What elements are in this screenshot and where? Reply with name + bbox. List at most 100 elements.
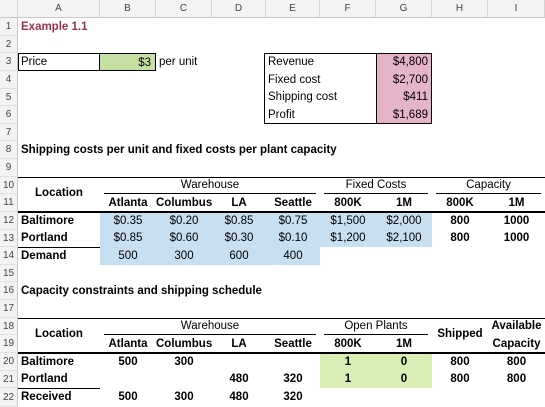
section1-col-la[interactable]: LA [231, 197, 247, 209]
section2-col-seattle[interactable]: Seattle [274, 338, 312, 350]
profit-value[interactable]: $1,689 [392, 109, 428, 121]
section1-warehouse-header[interactable]: Warehouse [180, 179, 240, 191]
row-header-7[interactable]: 7 [0, 124, 18, 141]
available-baltimore[interactable]: 800 [506, 356, 527, 368]
section1-title[interactable]: Shipping costs per unit and fixed costs … [21, 144, 337, 156]
section1-col-cap-800k[interactable]: 800K [446, 197, 474, 209]
column-header-e[interactable]: E [266, 0, 320, 17]
column-header-g[interactable]: G [376, 0, 432, 17]
section1-col-seattle[interactable]: Seattle [274, 197, 312, 209]
schedule-baltimore-la[interactable] [212, 354, 266, 370]
row-header-1[interactable]: 1 [0, 18, 18, 36]
section1-baltimore-fixed-1m[interactable]: $2,000 [386, 215, 422, 227]
section1-col-fixed-800k[interactable]: 800K [334, 197, 362, 209]
section1-col-atlanta[interactable]: Atlanta [108, 197, 148, 209]
demand-atlanta[interactable]: 500 [118, 250, 138, 262]
schedule-portland-columbus[interactable] [156, 371, 212, 387]
row-header-8[interactable]: 8 [0, 141, 18, 159]
section2-row-portland[interactable]: Portland [21, 373, 68, 385]
section1-baltimore-la[interactable]: $0.85 [224, 215, 254, 227]
section2-col-la[interactable]: LA [231, 338, 247, 350]
received-la[interactable]: 480 [229, 391, 249, 403]
row-header-12[interactable]: 12 [0, 212, 18, 230]
section1-portland-cap-1m[interactable]: 1000 [503, 232, 530, 244]
section2-available-header[interactable]: Available [491, 320, 542, 332]
section1-row-demand[interactable]: Demand [21, 250, 67, 262]
example-title[interactable]: Example 1.1 [21, 21, 88, 33]
row-header-20[interactable]: 20 [0, 353, 18, 371]
section1-row-portland[interactable]: Portland [21, 232, 68, 244]
section1-baltimore-cap-1m[interactable]: 1000 [503, 215, 530, 227]
price-unit[interactable]: per unit [159, 56, 198, 68]
column-header-f[interactable]: F [320, 0, 376, 17]
revenue-label[interactable]: Revenue [268, 56, 315, 68]
revenue-value[interactable]: $4,800 [392, 56, 428, 68]
section1-baltimore-cap-800k[interactable]: 800 [450, 215, 470, 227]
row-header-18[interactable]: 18 [0, 318, 18, 335]
schedule-portland-seattle[interactable]: 320 [283, 373, 303, 385]
row-header-22[interactable]: 22 [0, 388, 18, 407]
section2-row-received[interactable]: Received [21, 391, 72, 403]
section1-baltimore-seattle[interactable]: $0.75 [278, 215, 308, 227]
section2-col-atlanta[interactable]: Atlanta [108, 338, 148, 350]
section1-baltimore-atlanta[interactable]: $0.35 [113, 215, 143, 227]
row-header-5[interactable]: 5 [0, 89, 18, 106]
row-header-13[interactable]: 13 [0, 230, 18, 247]
section1-portland-la[interactable]: $0.30 [224, 232, 254, 244]
section2-row-baltimore[interactable]: Baltimore [21, 356, 75, 368]
received-seattle[interactable]: 320 [283, 391, 303, 403]
row-header-17[interactable]: 17 [0, 300, 18, 318]
section2-col-columbus[interactable]: Columbus [156, 338, 213, 350]
schedule-baltimore-atlanta[interactable]: 500 [118, 356, 138, 368]
section1-row-baltimore[interactable]: Baltimore [21, 215, 75, 227]
section2-capacity-header[interactable]: Capacity [492, 338, 541, 350]
section2-col-800k[interactable]: 800K [334, 338, 362, 350]
section1-capacity-header[interactable]: Capacity [466, 179, 511, 191]
row-header-4[interactable]: 4 [0, 71, 18, 89]
shipping-cost-label[interactable]: Shipping cost [268, 91, 338, 103]
demand-seattle[interactable]: 400 [283, 250, 303, 262]
column-header-b[interactable]: B [100, 0, 156, 17]
row-header-19[interactable]: 19 [0, 335, 18, 353]
schedule-baltimore-columbus[interactable]: 300 [174, 356, 194, 368]
section1-baltimore-fixed-800k[interactable]: $1,500 [330, 215, 366, 227]
section1-fixed-costs-header[interactable]: Fixed Costs [345, 179, 407, 191]
shipping-cost-value[interactable]: $411 [403, 91, 428, 103]
demand-la[interactable]: 600 [229, 250, 249, 262]
section1-baltimore-columbus[interactable]: $0.20 [169, 215, 199, 227]
row-header-10[interactable]: 10 [0, 177, 18, 194]
row-header-16[interactable]: 16 [0, 282, 18, 300]
fixed-cost-value[interactable]: $2,700 [392, 74, 428, 86]
column-header-i[interactable]: I [488, 0, 545, 17]
section2-open-plants-header[interactable]: Open Plants [344, 320, 408, 332]
schedule-baltimore-seattle[interactable] [266, 354, 320, 370]
received-columbus[interactable]: 300 [174, 391, 194, 403]
row-header-14[interactable]: 14 [0, 247, 18, 265]
section1-portland-fixed-1m[interactable]: $2,100 [386, 232, 422, 244]
section1-portland-cap-800k[interactable]: 800 [450, 232, 470, 244]
open-portland-1m[interactable]: 0 [400, 373, 408, 385]
price-label[interactable]: Price [21, 56, 48, 68]
row-header-9[interactable]: 9 [0, 159, 18, 177]
section1-col-cap-1m[interactable]: 1M [508, 197, 525, 209]
section2-location-header[interactable]: Location [35, 328, 83, 340]
received-atlanta[interactable]: 500 [118, 391, 138, 403]
row-header-2[interactable]: 2 [0, 36, 18, 53]
section1-portland-atlanta[interactable]: $0.85 [113, 232, 143, 244]
price-value[interactable]: $3 [100, 53, 156, 71]
section1-col-columbus[interactable]: Columbus [156, 197, 213, 209]
section1-location-header[interactable]: Location [35, 187, 83, 199]
section1-portland-fixed-800k[interactable]: $1,200 [330, 232, 366, 244]
row-header-11[interactable]: 11 [0, 194, 18, 212]
available-portland[interactable]: 800 [506, 373, 527, 385]
row-header-15[interactable]: 15 [0, 265, 18, 282]
schedule-portland-la[interactable]: 480 [229, 373, 249, 385]
section2-shipped-header[interactable]: Shipped [437, 328, 483, 340]
section2-col-1m[interactable]: 1M [396, 338, 412, 350]
schedule-portland-atlanta[interactable] [100, 371, 156, 387]
section2-title[interactable]: Capacity constraints and shipping schedu… [21, 285, 262, 297]
section1-col-fixed-1m[interactable]: 1M [396, 197, 412, 209]
open-portland-800k[interactable]: 1 [344, 373, 352, 385]
section1-portland-seattle[interactable]: $0.10 [278, 232, 308, 244]
open-baltimore-800k[interactable]: 1 [344, 356, 352, 368]
